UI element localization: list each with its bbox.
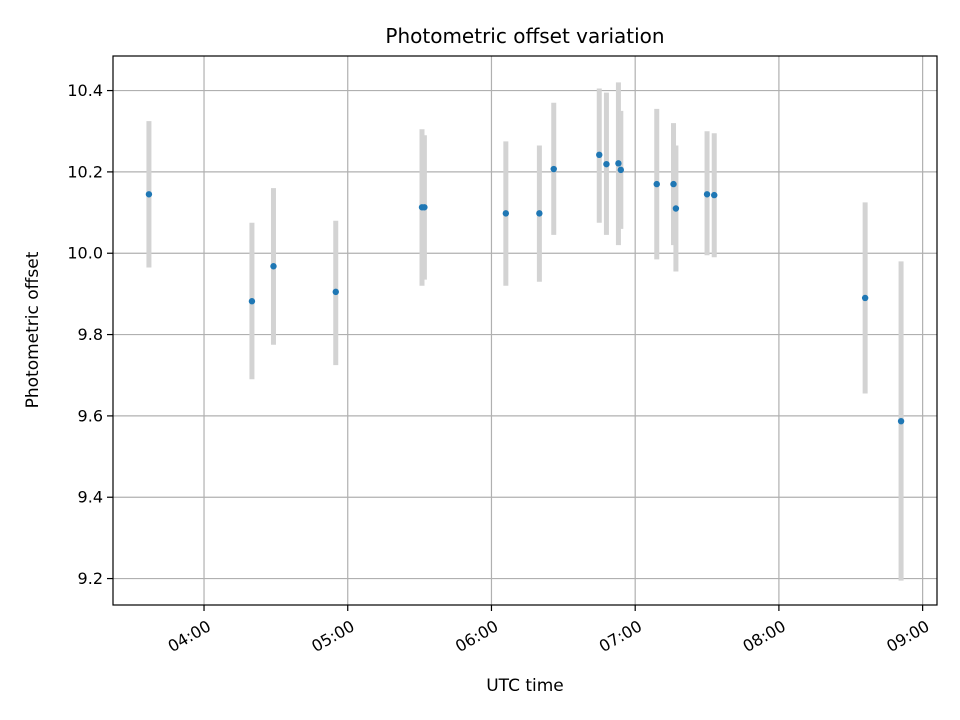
data-point [332, 288, 339, 296]
point-layer [145, 151, 905, 425]
y-tick-label: 9.6 [78, 406, 103, 425]
data-point [861, 294, 869, 302]
x-axis-label: UTC time [486, 676, 564, 696]
y-tick-label: 10.0 [67, 244, 103, 263]
data-point [536, 210, 543, 217]
data-point [145, 191, 153, 198]
y-tick-label: 10.2 [67, 162, 103, 181]
data-point [421, 204, 428, 211]
data-point [502, 210, 510, 217]
data-point [617, 166, 625, 174]
data-point [897, 417, 905, 425]
data-point [672, 205, 680, 212]
y-tick-label: 9.8 [78, 325, 103, 344]
data-point [711, 191, 718, 199]
data-point [596, 151, 603, 159]
y-tick-layer: 9.2 9.4 9.6 9.8 10.0 10.2 10.4 [67, 81, 113, 588]
data-point [670, 180, 677, 188]
y-tick-label: 9.2 [78, 569, 103, 588]
y-tick-label: 10.4 [67, 81, 103, 100]
plot-frame [112, 55, 938, 606]
data-point [270, 263, 277, 270]
data-point [703, 191, 711, 198]
chart-title: Photometric offset variation [385, 24, 664, 48]
data-point [248, 298, 256, 305]
data-point [615, 160, 622, 167]
data-point [550, 165, 557, 173]
y-axis-label: Photometric offset [23, 251, 43, 408]
y-tick-label: 9.4 [78, 488, 103, 507]
data-point [653, 180, 660, 188]
data-point [603, 160, 610, 168]
